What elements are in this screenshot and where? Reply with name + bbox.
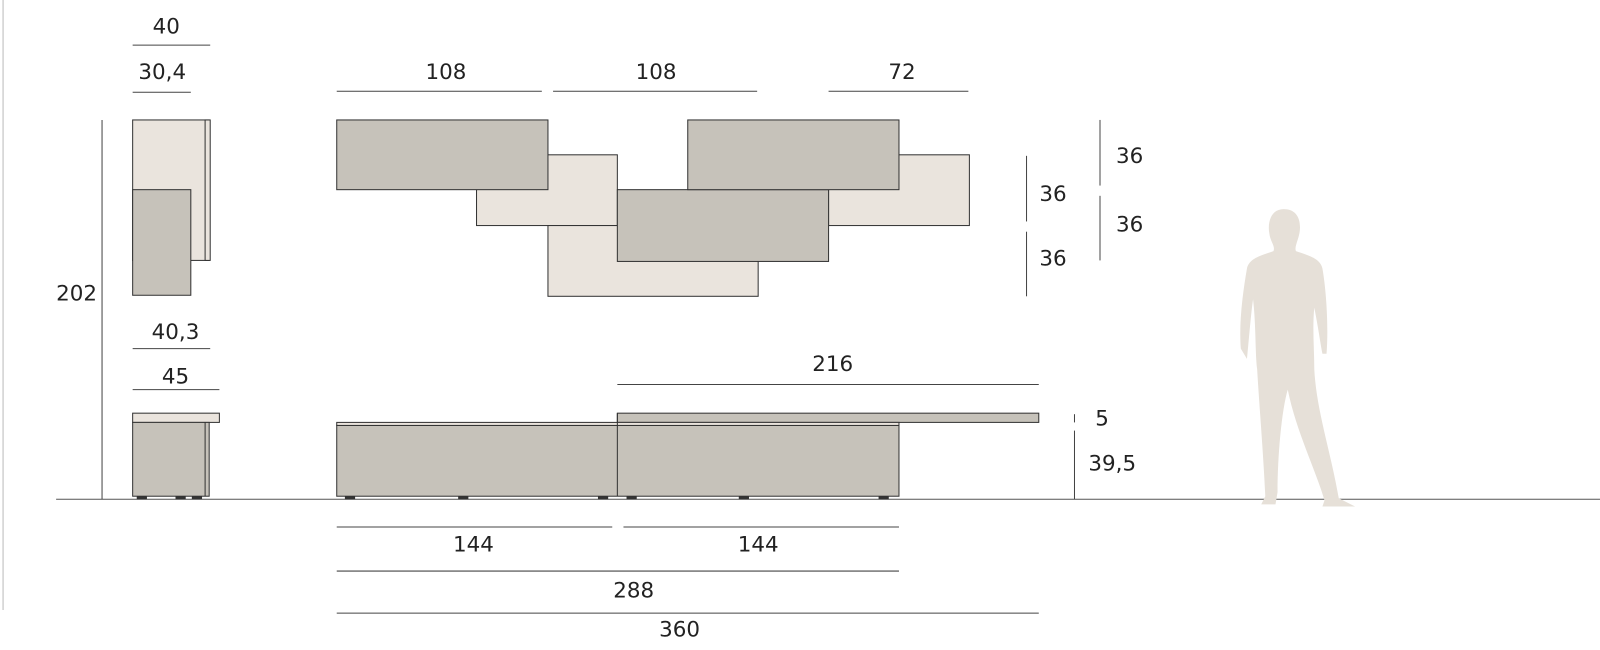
panel — [336, 119, 549, 191]
dim-label: 72 — [888, 60, 915, 85]
frame-lines — [2, 0, 1600, 611]
foot — [136, 496, 147, 500]
dim-label: 5 — [1095, 406, 1109, 431]
dim-label: 288 — [613, 579, 654, 604]
dimension-lines — [132, 44, 1101, 614]
side-strip — [204, 119, 211, 261]
dim-label: 360 — [659, 617, 700, 642]
dim-label: 45 — [162, 364, 189, 389]
side-panel — [132, 189, 192, 296]
side-base — [132, 421, 210, 497]
base — [336, 424, 900, 497]
side-top — [132, 412, 220, 423]
foot — [191, 496, 203, 500]
dim-label: 40,3 — [152, 320, 200, 345]
foot — [878, 496, 889, 500]
dim-label: 40 — [153, 15, 180, 40]
panel — [687, 119, 900, 191]
human-silhouette — [1240, 209, 1356, 507]
dim-label: 30,4 — [138, 60, 186, 85]
foot — [344, 496, 356, 500]
foot — [597, 496, 609, 500]
dim-label: 36 — [1116, 144, 1143, 169]
dimension-labels: 40 30,4 202 40,3 45 108 108 72 36 36 36 … — [56, 15, 1143, 643]
side-view — [132, 119, 220, 500]
foot — [738, 496, 749, 500]
dim-label: 144 — [453, 532, 494, 557]
foot — [175, 496, 186, 500]
foot — [458, 496, 469, 500]
dim-label: 202 — [56, 281, 97, 306]
dim-label: 108 — [636, 60, 677, 85]
dim-label: 39,5 — [1088, 451, 1136, 476]
dim-label: 36 — [1039, 246, 1066, 271]
panel — [616, 189, 830, 262]
front-view — [336, 119, 1040, 500]
dim-label: 144 — [738, 532, 779, 557]
dim-label: 36 — [1116, 213, 1143, 238]
dim-label: 108 — [425, 60, 466, 85]
shelf — [616, 412, 1040, 423]
dim-label: 216 — [812, 352, 853, 377]
foot — [626, 496, 637, 500]
dim-label: 36 — [1039, 182, 1066, 207]
